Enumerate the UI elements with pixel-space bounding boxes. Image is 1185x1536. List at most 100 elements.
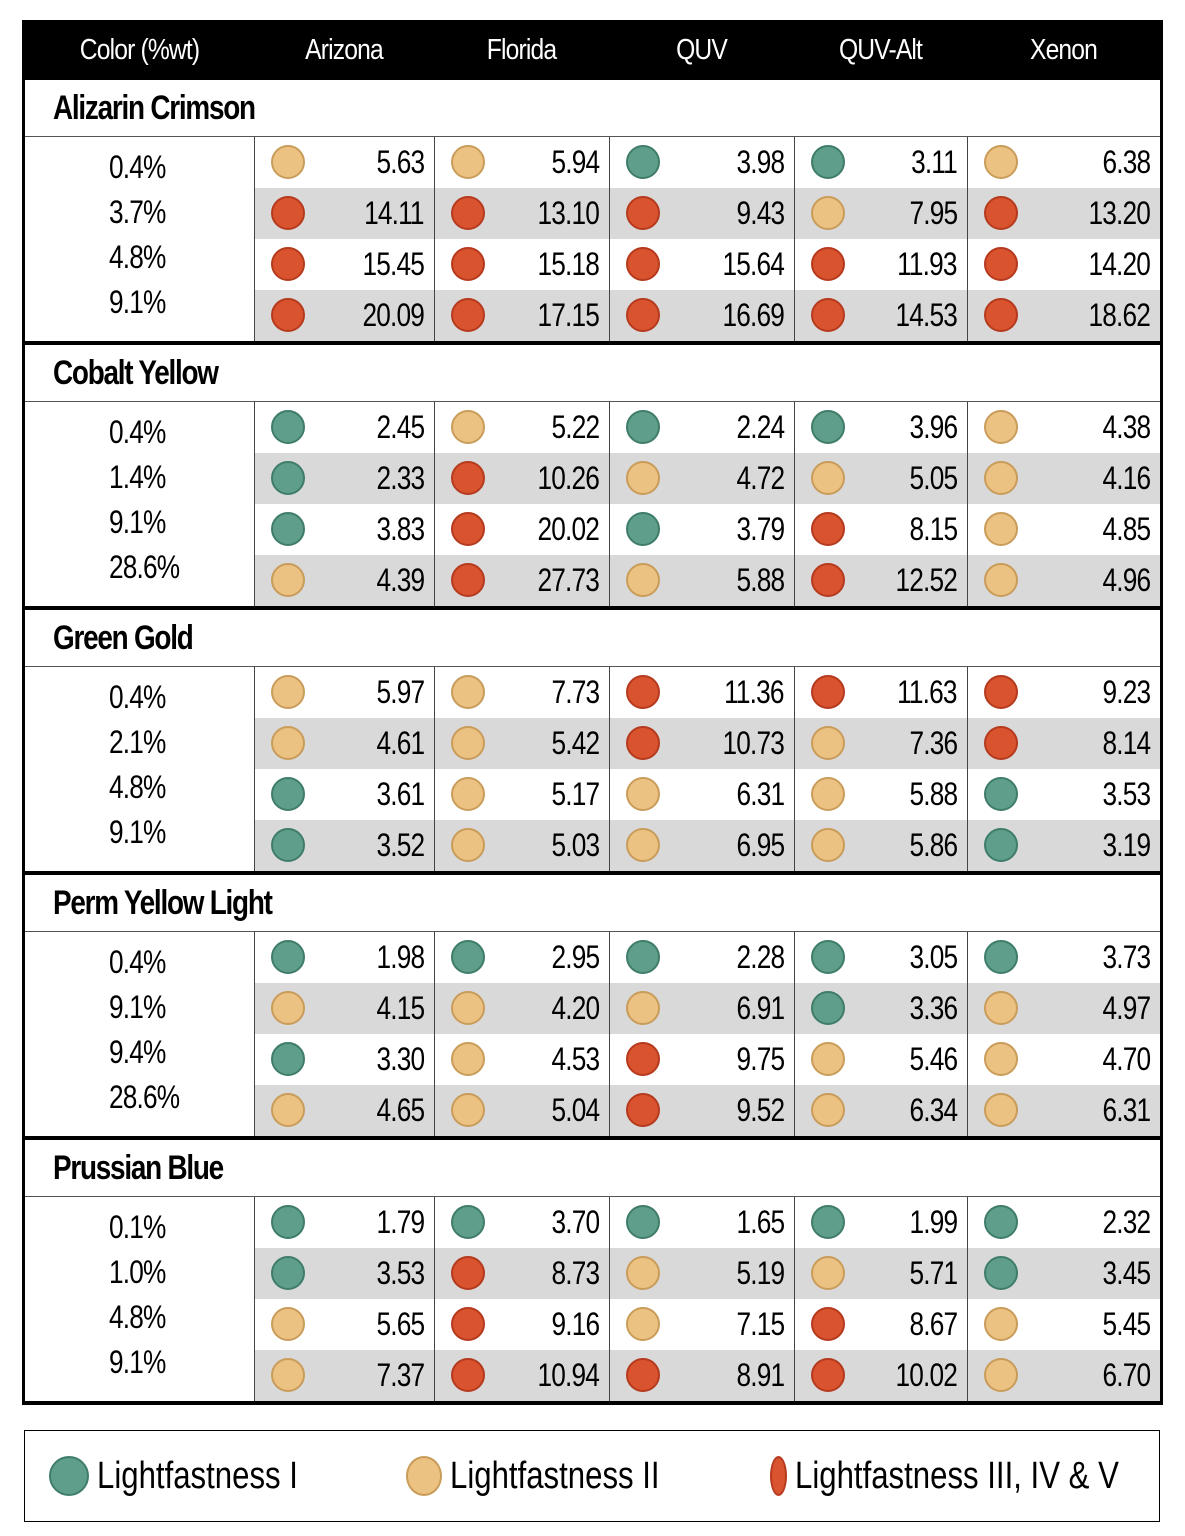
value-grid: 2.45 5.22 2.24 3.96 4.38 2.33 10.26 4.72 5.05 4.1… [254,402,1160,606]
cell-value: 17.15 [537,297,599,333]
table-row: 15.45 15.18 15.64 11.93 14.20 [254,239,1160,290]
lightfastness-dot-3 [984,675,1018,709]
concentration-text: 9.1% [109,989,166,1025]
lightfastness-dot-2 [984,1307,1018,1341]
data-cell: 1.65 [609,1197,794,1248]
cell-value: 12.52 [895,562,957,598]
data-cell: 13.20 [967,188,1160,239]
cell-value: 4.53 [551,1041,600,1077]
data-cell: 10.73 [609,718,794,769]
lightfastness-dot-3 [626,1093,660,1127]
data-cell: 20.02 [434,504,609,555]
data-cell: 6.38 [967,137,1160,188]
lightfastness-dot-2 [984,563,1018,597]
lightfastness-dot-2 [984,1093,1018,1127]
cell-value: 3.05 [909,939,958,975]
concentration-text: 1.4% [109,459,166,495]
lightfastness-dot-2 [984,1042,1018,1076]
cell-value: 5.19 [736,1255,785,1291]
cell-value: 5.04 [551,1092,600,1128]
data-cell: 5.86 [794,820,967,871]
lightfastness-dot-2 [984,410,1018,444]
lightfastness-dot-1 [984,1205,1018,1239]
data-cell: 4.96 [967,555,1160,606]
cell-value: 1.79 [376,1204,425,1240]
cell-value: 6.31 [1102,1092,1151,1128]
data-cell: 27.73 [434,555,609,606]
concentration-label: 0.4% [25,410,254,455]
lightfastness-dot-3 [811,1358,845,1392]
lightfastness-dot-2 [811,777,845,811]
cell-value: 6.95 [736,827,785,863]
lightfastness-dot-1 [984,1256,1018,1290]
concentration-labels: 0.4% 2.1% 4.8% 9.1% [25,667,254,871]
lightfastness-dot-2 [626,777,660,811]
cell-value: 4.61 [376,725,425,761]
lightfastness-dot-2 [811,461,845,495]
data-cell: 6.34 [794,1085,967,1136]
lightfastness-dot-2 [811,1093,845,1127]
concentration-label: 0.4% [25,675,254,720]
lightfastness-dot-1 [984,777,1018,811]
lightfastness-dot-3 [451,247,485,281]
lightfastness-dot-3 [451,461,485,495]
data-cell: 1.98 [254,932,434,983]
cell-value: 3.73 [1102,939,1151,975]
data-cell: 5.19 [609,1248,794,1299]
data-cell: 11.63 [794,667,967,718]
lightfastness-dot-2 [451,777,485,811]
lightfastness-dot-1 [984,940,1018,974]
cell-value: 3.30 [376,1041,425,1077]
data-cell: 9.23 [967,667,1160,718]
table-row: 2.45 5.22 2.24 3.96 4.38 [254,402,1160,453]
lightfastness-dot-1 [271,1205,305,1239]
lightfastness-dot-1 [811,410,845,444]
lightfastness-dot-2 [811,726,845,760]
lightfastness-dot-3 [271,247,305,281]
data-cell: 6.95 [609,820,794,871]
cell-value: 4.38 [1102,409,1151,445]
cell-value: 14.20 [1088,246,1150,282]
data-cell: 1.99 [794,1197,967,1248]
cell-value: 5.45 [1102,1306,1151,1342]
data-cell: 3.19 [967,820,1160,871]
legend-dot-3 [770,1456,788,1496]
lightfastness-dot-2 [271,1307,305,1341]
legend-label: Lightfastness II [450,1454,661,1497]
lightfastness-dot-2 [811,196,845,230]
concentration-label: 28.6% [25,545,254,590]
data-cell: 6.70 [967,1350,1160,1401]
cell-value: 7.37 [376,1357,425,1393]
lightfastness-dot-3 [451,298,485,332]
section-body: 0.4% 1.4% 9.1% 28.6% 2.45 5.22 2.24 3.96 4.38 2.3… [25,402,1160,606]
data-cell: 8.91 [609,1350,794,1401]
concentration-label: 28.6% [25,1075,254,1120]
legend-dot-1 [49,1456,89,1496]
section-title-text: Cobalt Yellow [53,354,219,392]
data-cell: 3.53 [254,1248,434,1299]
concentration-label: 9.1% [25,1340,254,1385]
data-cell: 4.15 [254,983,434,1034]
lightfastness-dot-2 [451,726,485,760]
data-cell: 3.98 [609,137,794,188]
lightfastness-dot-3 [626,247,660,281]
concentration-text: 9.1% [109,1344,166,1380]
column-header: Color (%wt) [79,33,200,66]
lightfastness-dot-2 [984,991,1018,1025]
cell-value: 5.71 [909,1255,958,1291]
section-body: 0.4% 9.1% 9.4% 28.6% 1.98 2.95 2.28 3.05 3.73 4.1… [25,932,1160,1136]
lightfastness-dot-2 [451,410,485,444]
section-title-text: Green Gold [53,619,194,657]
pigment-section: Perm Yellow Light 0.4% 9.1% 9.4% 28.6% 1.98 2.… [25,875,1160,1140]
lightfastness-dot-1 [271,777,305,811]
lightfastness-dot-1 [811,1205,845,1239]
data-cell: 15.64 [609,239,794,290]
table-row: 4.65 5.04 9.52 6.34 6.31 [254,1085,1160,1136]
data-cell: 1.79 [254,1197,434,1248]
concentration-label: 0.4% [25,940,254,985]
data-cell: 14.20 [967,239,1160,290]
data-cell: 5.22 [434,402,609,453]
cell-value: 1.98 [376,939,425,975]
concentration-text: 4.8% [109,769,166,805]
legend-item: Lightfastness III, IV & V [770,1455,1185,1498]
